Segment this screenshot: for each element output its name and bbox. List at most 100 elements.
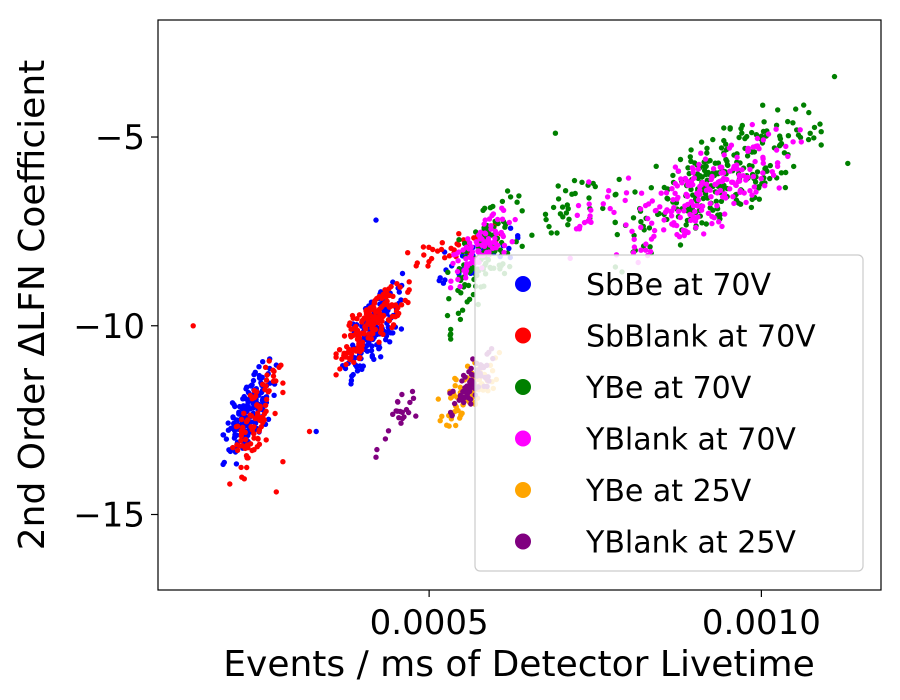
legend-item-yblank-at-25v: YBlank at 25V [515,526,796,561]
legend-marker [515,533,531,550]
data-point [546,223,552,230]
data-point [571,177,578,184]
data-point [754,169,761,175]
data-point [575,202,582,209]
data-point [264,372,270,378]
data-point [272,410,278,417]
x-tick-label: 0.0005 [370,603,489,643]
data-point [741,190,747,196]
data-point [552,130,559,136]
data-point [760,156,766,162]
data-point [790,139,796,145]
data-point [456,249,462,255]
data-point [397,284,403,290]
data-point [519,208,525,214]
data-point [783,143,789,150]
data-point [348,351,355,357]
data-point [708,194,714,200]
data-point [449,413,455,419]
data-point [710,136,716,143]
data-point [736,134,742,141]
data-point [238,430,245,436]
legend-item-sbbe-at-70v: SbBe at 70V [515,268,772,303]
legend-label: YBlank at 70V [585,423,796,458]
data-point [333,372,339,378]
data-point [405,250,411,256]
data-point [457,394,464,400]
data-point [685,229,691,236]
data-point [446,296,452,302]
data-point [457,384,463,390]
data-point [562,188,569,194]
data-point [744,153,751,159]
data-point [806,109,812,116]
data-point [463,264,470,270]
data-point [455,242,462,248]
data-point [631,232,637,239]
data-point [600,201,606,207]
data-point [767,175,773,182]
data-point [242,436,249,443]
data-point [513,239,519,245]
data-point [435,396,441,402]
data-point [390,279,396,285]
data-point [761,119,767,125]
data-point [234,432,240,438]
data-point [733,182,739,188]
data-point [699,174,705,180]
legend-box [474,254,864,572]
data-point [376,293,382,300]
data-point [446,253,453,259]
data-point [359,339,366,345]
data-point [266,388,272,394]
data-point [698,182,704,188]
data-point [244,442,250,448]
data-point [701,167,708,174]
data-point [376,346,382,352]
data-point [227,481,233,487]
data-point [811,124,818,131]
data-point [712,160,718,166]
data-point [529,232,535,238]
data-point [721,191,728,197]
data-point [348,334,354,340]
data-point [607,205,613,212]
data-point [371,305,377,311]
data-point [494,242,501,248]
data-point [724,176,730,183]
data-point [255,410,261,416]
data-point [234,417,241,423]
data-point [630,250,637,256]
data-point [692,208,698,215]
legend-marker [515,327,531,344]
data-point [459,410,465,416]
data-point [402,297,408,304]
data-point [507,194,514,200]
data-point [256,364,262,370]
data-point [555,196,562,202]
data-point [649,198,655,204]
data-point [651,227,658,234]
data-point [730,194,736,200]
data-point [588,219,594,225]
data-point [448,336,454,342]
data-point [516,193,522,199]
data-point [512,216,518,223]
data-point [231,401,237,408]
data-point [709,220,715,227]
data-point [457,316,464,323]
data-point [462,282,468,288]
data-point [262,364,269,370]
data-point [262,402,269,408]
data-point [220,432,227,438]
x-axis-label: Events / ms of Detector Livetime [223,644,814,685]
data-point [713,181,719,187]
data-point [776,185,782,191]
data-point [384,290,390,297]
data-point [728,142,735,148]
data-point [687,211,693,218]
data-point [413,263,419,269]
data-point [448,278,454,284]
data-point [680,227,687,233]
data-point [750,173,757,180]
